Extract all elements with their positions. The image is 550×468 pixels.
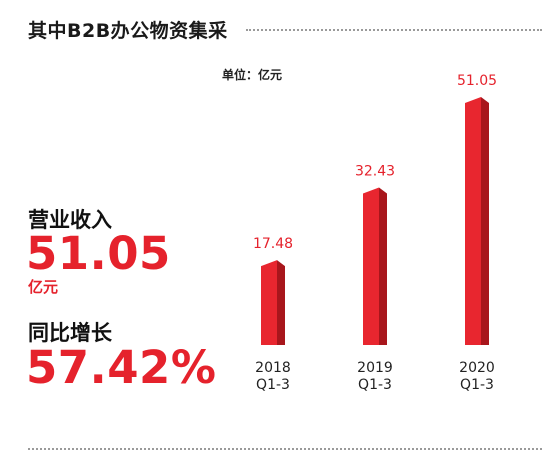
- bar-value-label: 32.43: [355, 163, 395, 179]
- revenue-label: 营业收入: [28, 208, 112, 232]
- title-divider: [246, 29, 542, 31]
- category-label: 2019: [357, 360, 393, 376]
- bar-side-2020: [481, 97, 489, 345]
- revenue-unit: 亿元: [28, 278, 59, 296]
- page-title: 其中B2B办公物资集采: [28, 20, 228, 42]
- category-label: Q1-3: [460, 377, 494, 393]
- bar-value-label: 51.05: [457, 73, 497, 89]
- growth-label: 同比增长: [28, 321, 112, 345]
- category-label: 2020: [459, 360, 495, 376]
- unit-note: 单位：亿元: [222, 68, 283, 82]
- bar-front-2018: [261, 260, 277, 345]
- bar-front-2020: [465, 97, 481, 345]
- bar-value-label: 17.48: [253, 236, 293, 252]
- bar-side-2018: [277, 260, 285, 345]
- bar-front-2019: [363, 187, 379, 345]
- growth-value: 57.42%: [26, 341, 217, 394]
- bar-side-2019: [379, 187, 387, 345]
- category-label: Q1-3: [358, 377, 392, 393]
- revenue-value: 51.05: [26, 227, 171, 280]
- category-label: 2018: [255, 360, 291, 376]
- category-label: Q1-3: [256, 377, 290, 393]
- bottom-divider: [28, 448, 542, 450]
